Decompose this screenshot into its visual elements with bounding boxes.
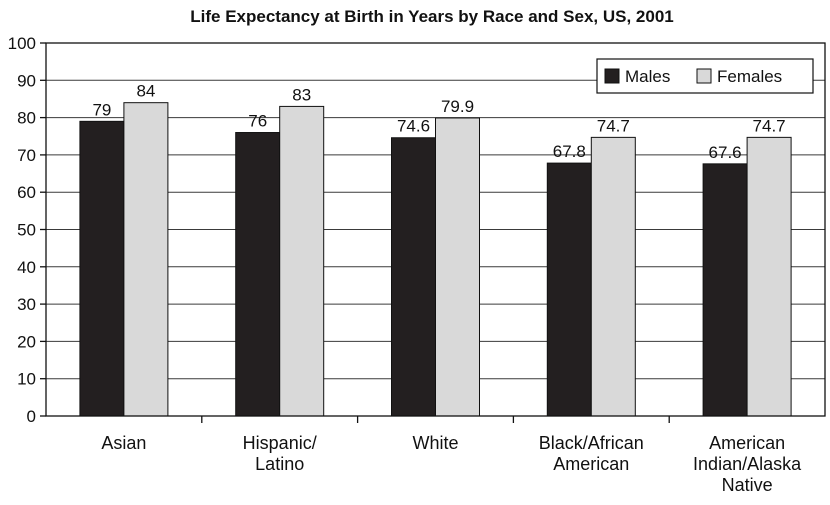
bar-males xyxy=(391,137,436,417)
y-tick-label: 30 xyxy=(17,295,36,314)
data-label-males: 79 xyxy=(92,100,111,119)
y-tick-label: 40 xyxy=(17,258,36,277)
bar-females xyxy=(435,117,480,417)
y-tick-label: 10 xyxy=(17,370,36,389)
chart-title: Life Expectancy at Birth in Years by Rac… xyxy=(190,7,673,26)
bar-females xyxy=(123,102,169,417)
y-tick-label: 20 xyxy=(17,332,36,351)
data-label-males: 67.6 xyxy=(709,143,742,162)
data-label-females: 74.7 xyxy=(597,116,630,135)
data-label-males: 76 xyxy=(248,112,267,131)
data-label-females: 79.9 xyxy=(441,97,474,116)
category-label: Black/African American xyxy=(539,433,644,474)
legend: Males Females xyxy=(596,58,814,94)
category-label: White xyxy=(412,433,458,453)
legend-label-females: Females xyxy=(717,67,782,86)
data-label-males: 74.6 xyxy=(397,117,430,136)
bar-males xyxy=(546,162,592,417)
bar-females xyxy=(279,105,325,417)
bar-females xyxy=(746,136,792,417)
bar-males xyxy=(79,120,125,417)
bar-males xyxy=(702,163,748,417)
plot-border xyxy=(45,42,826,417)
axes xyxy=(40,42,826,423)
data-label-males: 67.8 xyxy=(553,142,586,161)
category-label: Asian xyxy=(101,433,146,453)
data-label-females: 84 xyxy=(136,82,155,101)
category-label: Hispanic/Latino xyxy=(243,433,317,474)
legend-label-males: Males xyxy=(625,67,670,86)
data-label-females: 74.7 xyxy=(753,116,786,135)
data-labels: 79 84 76 83 74.6 79.9 67.8 74.7 67.6 74.7 xyxy=(92,82,785,162)
data-label-females: 83 xyxy=(292,85,311,104)
category-label: American Indian/Alaska Native xyxy=(693,433,802,495)
y-tick-label: 90 xyxy=(17,71,36,90)
category-labels: Asian Hispanic/Latino White Black/African Am… xyxy=(101,433,802,495)
legend-swatch-males xyxy=(604,68,620,84)
legend-swatch-females xyxy=(696,68,712,84)
y-tick-label: 70 xyxy=(17,146,36,165)
y-tick-label: 80 xyxy=(17,109,36,128)
y-tick-label: 0 xyxy=(27,407,36,426)
bar-females xyxy=(590,136,636,417)
y-tick-labels: 0 10 20 30 40 50 60 70 80 90 100 xyxy=(8,34,36,426)
bars xyxy=(79,102,792,417)
bar-males xyxy=(235,132,281,417)
y-tick-label: 100 xyxy=(8,34,36,53)
y-tick-label: 50 xyxy=(17,221,36,240)
y-tick-label: 60 xyxy=(17,183,36,202)
